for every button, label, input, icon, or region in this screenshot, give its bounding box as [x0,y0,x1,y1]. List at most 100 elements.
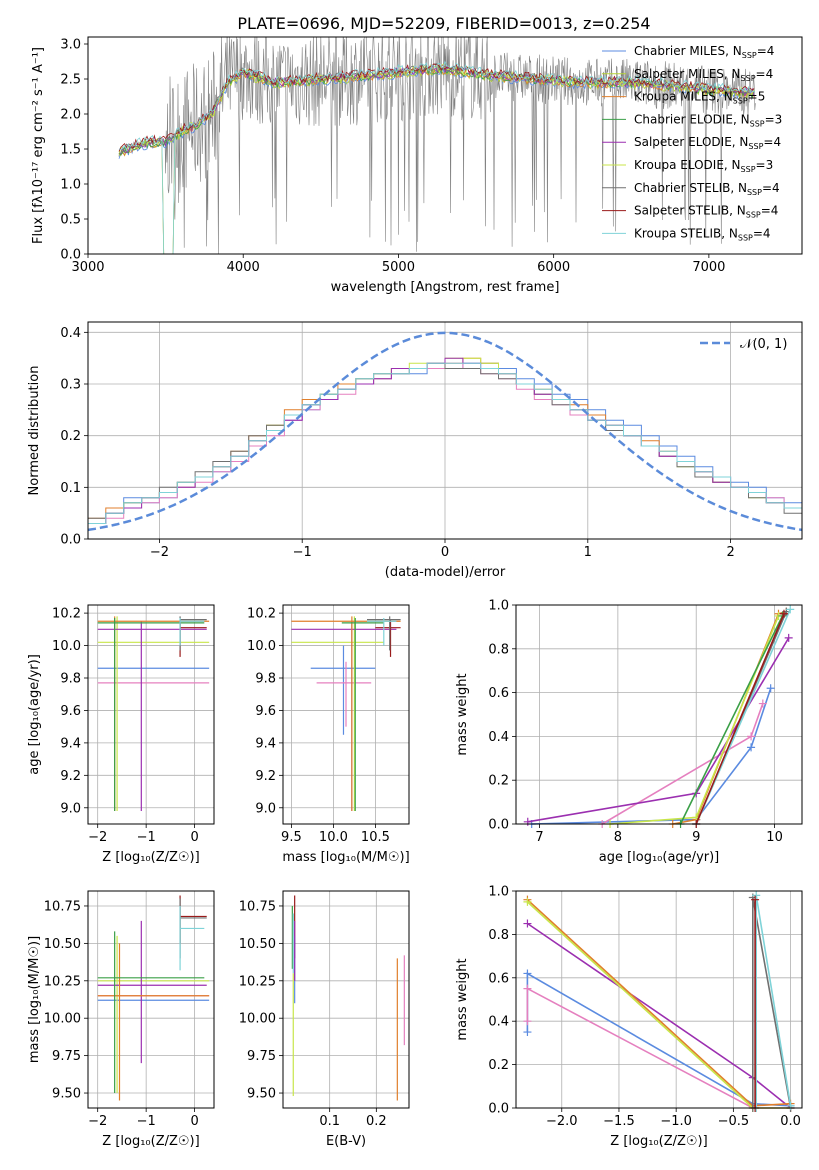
y-tick-label: 3.0 [60,38,81,53]
mass-weight-line [526,899,791,1107]
legend-label: 𝒩(0, 1) [740,337,787,352]
x-tick-label: 10.0 [319,830,348,845]
observed-spectrum-line [118,37,756,254]
plot-frame [87,321,803,540]
y-tick-label: 10.75 [239,899,276,914]
plot-frame [87,890,215,1109]
x-tick-label: −2 [150,545,169,560]
mass-vs-ebv-panel: 0.1 0.2 9.50 9.75 10.00 10.25 10.50 10.75 E(B-V) [239,890,410,1149]
y-tick-label: 9.50 [52,1087,81,1102]
x-tick-label: 1 [584,545,592,560]
y-axis-label: mass [log₁₀(M/M☉)] [27,936,42,1063]
x-tick-label: 0.2 [366,1114,387,1129]
x-tick-label: 7000 [692,260,725,275]
data-point-marker [779,609,788,618]
data-point-marker [747,732,756,741]
x-tick-label: 0 [441,545,449,560]
x-axis-label: (data-model)/error [385,565,506,580]
y-tick-label: 9.6 [60,704,81,719]
y-tick-label: 0.8 [488,642,509,657]
y-tick-label: 9.75 [247,1049,276,1064]
data-point-marker [758,699,767,708]
y-tick-label: 0.0 [488,818,509,833]
data-point-marker [747,743,756,752]
x-tick-label: −1 [293,545,312,560]
x-tick-label: −2.0 [546,1114,578,1129]
mass-weight-line [527,637,790,823]
data-point-marker [751,895,760,904]
y-tick-label: 9.2 [60,769,81,784]
model-spectrum-line [118,63,755,152]
y-tick-label: 10.00 [44,1012,81,1027]
y-tick-label: 0.1 [60,481,81,496]
residual-histogram-step [88,362,802,524]
x-tick-label: 4000 [227,260,260,275]
y-tick-label: 10.25 [44,974,81,989]
mass-weight-line [526,987,791,1109]
y-tick-label: 9.8 [255,672,276,687]
x-axis-label: Z [log₁₀(Z/Z☉)] [610,1134,707,1149]
y-tick-label: 0.6 [488,971,509,986]
x-axis-label: age [log₁₀(age/yr)] [599,850,720,865]
plot-frame [515,604,803,825]
data-point-marker [752,891,761,900]
y-tick-label: 0.2 [488,774,509,789]
legend-label: Chabrier ELODIE, NSSP=3 [634,112,782,128]
plot-frame [282,890,410,1109]
x-tick-label: 9.5 [281,830,302,845]
x-tick-label: 10.5 [361,830,390,845]
y-tick-label: 10.2 [247,607,276,622]
y-tick-label: 10.0 [247,639,276,654]
residuals-panel: −2 −1 0 1 2 0.0 0.1 0.2 0.3 0.4 (data-model)/error… [27,321,803,580]
y-tick-label: 0.3 [60,378,81,393]
x-tick-label: 3000 [71,260,104,275]
y-tick-label: 1.5 [60,143,81,158]
y-axis-label: Flux [fλ10⁻¹⁷ erg cm⁻² s⁻¹ A⁻¹] [31,47,46,244]
x-tick-label: 0 [190,830,198,845]
y-tick-label: 9.50 [247,1087,276,1102]
x-axis-label: mass [log₁₀(M/M☉)] [282,850,409,865]
y-tick-label: 2.5 [60,73,81,88]
x-tick-label: 8 [614,830,622,845]
data-point-marker [523,1017,532,1026]
legend-label: Chabrier MILES, NSSP=4 [634,44,774,60]
y-tick-label: 9.4 [255,736,276,751]
y-tick-label: 9.0 [255,801,276,816]
y-tick-label: 10.50 [44,937,81,952]
y-tick-label: 0.0 [488,1102,509,1117]
y-tick-label: 0.4 [488,1015,509,1030]
mass-weight-line [526,972,791,1107]
mass-weight-vs-age-panel: 7 8 9 10 0.0 0.2 0.4 0.6 0.8 1.0 age [log₁₀(age/yr… [455,599,803,865]
mass-weight-line [526,922,792,1109]
x-tick-label: 7 [535,830,543,845]
y-tick-label: 0.4 [60,326,81,341]
mass-weight-line [679,615,784,825]
data-point-marker [523,919,532,928]
x-axis-label: Z [log₁₀(Z/Z☉)] [102,850,199,865]
y-tick-label: 0.0 [60,533,81,548]
y-tick-label: 10.50 [239,937,276,952]
y-axis-label: mass weight [455,958,470,1040]
mass-weight-line [755,895,792,1108]
legend-label: Chabrier STELIB, NSSP=4 [634,181,780,197]
x-tick-label: 5000 [382,260,415,275]
y-tick-label: 2.0 [60,108,81,123]
y-axis-label: mass weight [455,673,470,755]
y-tick-label: 10.25 [239,974,276,989]
legend-label: Kroupa STELIB, NSSP=4 [634,226,771,242]
y-tick-label: 9.0 [60,801,81,816]
mass-weight-line [695,613,785,825]
y-tick-label: 0.4 [488,730,509,745]
plot-frame [282,604,410,825]
mass-vs-metallicity-panel: −2 −1 0 9.50 9.75 10.00 10.25 10.50 10.75 Z [log₁… [27,890,215,1149]
plot-frame [87,604,215,825]
plot-frame [87,36,803,255]
data-point-marker [523,984,532,993]
x-tick-label: −1.0 [660,1114,692,1129]
data-point-marker [523,1028,532,1037]
y-tick-label: 1.0 [488,885,509,900]
mass-weight-vs-metallicity-panel: −2.0 −1.5 −1.0 −0.5 0.0 0.0 0.2 0.4 0.6 0.8 1.0 Z [… [455,885,803,1149]
y-tick-label: 0.8 [488,928,509,943]
data-point-marker [523,817,532,826]
x-tick-label: −2 [88,830,107,845]
